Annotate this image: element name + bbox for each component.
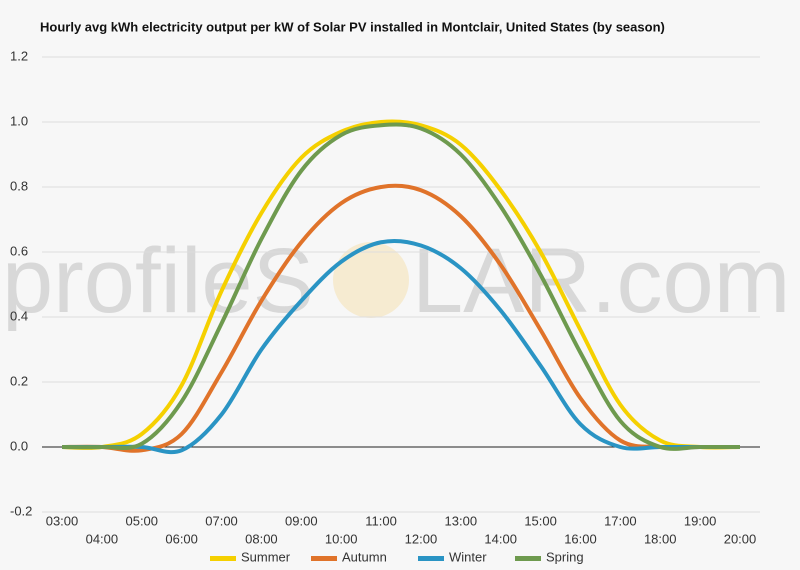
legend-swatch	[515, 556, 541, 561]
y-tick-label: 0.6	[10, 243, 28, 258]
legend-label: Spring	[546, 549, 584, 564]
x-tick-label: 07:00	[205, 513, 238, 528]
x-tick-label: 08:00	[245, 531, 278, 546]
x-tick-label: 14:00	[484, 531, 517, 546]
y-tick-label: 1.0	[10, 113, 28, 128]
legend-swatch	[418, 556, 444, 561]
x-tick-label: 19:00	[684, 513, 717, 528]
x-tick-label: 09:00	[285, 513, 318, 528]
x-tick-label: 05:00	[125, 513, 158, 528]
legend-swatch	[210, 556, 236, 561]
x-tick-label: 17:00	[604, 513, 637, 528]
chart-title: Hourly avg kWh electricity output per kW…	[40, 19, 665, 34]
x-tick-label: 15:00	[524, 513, 557, 528]
legend-label: Autumn	[342, 549, 387, 564]
y-tick-label: 0.8	[10, 178, 28, 193]
y-tick-label: 0.4	[10, 308, 28, 323]
series-line	[61, 119, 741, 450]
y-tick-label: 1.2	[10, 48, 28, 63]
y-tick-label: -0.2	[10, 503, 32, 518]
y-tick-label: 0.0	[10, 438, 28, 453]
x-tick-label: 12:00	[405, 531, 438, 546]
x-tick-label: 06:00	[165, 531, 198, 546]
x-tick-label: 20:00	[724, 531, 757, 546]
series-line	[61, 122, 740, 451]
legend-swatch	[311, 556, 337, 561]
x-tick-label: 18:00	[644, 531, 677, 546]
x-tick-label: 10:00	[325, 531, 358, 546]
x-tick-label: 16:00	[564, 531, 597, 546]
series-line	[62, 238, 740, 455]
x-tick-label: 03:00	[46, 513, 79, 528]
legend-label: Winter	[449, 549, 487, 564]
x-tick-label: 11:00	[365, 513, 397, 528]
legend-label: Summer	[241, 549, 291, 564]
series-line	[61, 183, 740, 453]
watermark-text: profileS	[2, 230, 314, 332]
y-tick-label: 0.2	[10, 373, 28, 388]
x-tick-label: 13:00	[445, 513, 478, 528]
x-tick-label: 04:00	[86, 531, 119, 546]
watermark-sun	[333, 242, 409, 318]
